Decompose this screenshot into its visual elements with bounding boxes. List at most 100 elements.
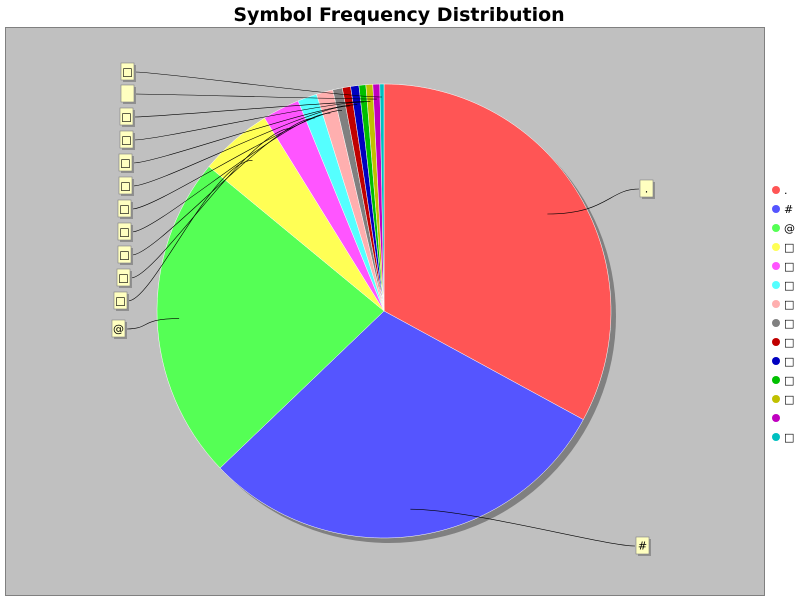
legend-item-12[interactable] — [772, 414, 780, 422]
slice-label-text-3: □ — [115, 295, 125, 308]
pie-slice-1[interactable] — [219, 310, 584, 539]
legend-label-1: # — [784, 203, 793, 216]
legend-swatch-3 — [772, 243, 780, 251]
legend-swatch-0 — [772, 186, 780, 194]
label-connector-4 — [130, 128, 291, 279]
legend-swatch-8 — [772, 338, 780, 346]
slice-label-9: □ — [118, 153, 134, 173]
chart-title: Symbol Frequency Distribution — [233, 4, 564, 26]
legend-item-1[interactable]: # — [772, 203, 793, 216]
label-connector-11 — [133, 101, 371, 118]
slice-label-box-9 — [118, 153, 133, 172]
label-connector-9 — [132, 104, 358, 164]
slice-label-5: □ — [117, 245, 133, 265]
legend-item-11[interactable]: □ — [772, 393, 794, 406]
legend-swatch-9 — [772, 357, 780, 365]
legend-item-7[interactable]: □ — [772, 317, 794, 330]
slice-label-4: □ — [116, 268, 132, 288]
legend-swatch-10 — [772, 376, 780, 384]
legend-item-9[interactable]: □ — [772, 355, 794, 368]
legend-label-8: □ — [784, 336, 794, 349]
slice-label-2: @ — [111, 319, 127, 339]
slice-label-text-7: □ — [119, 203, 129, 216]
label-connector-12 — [134, 93, 377, 100]
legend-swatch-6 — [772, 300, 780, 308]
label-connector-1 — [410, 508, 636, 547]
legend-item-10[interactable]: □ — [772, 374, 794, 387]
slice-label-text-5: □ — [119, 249, 129, 262]
legend-item-3[interactable]: □ — [772, 241, 794, 254]
legend-label-4: □ — [784, 260, 794, 273]
slice-label-8: □ — [118, 176, 134, 196]
slice-label-text-10: □ — [121, 134, 131, 147]
slice-label-text-1: # — [638, 540, 647, 553]
slice-label-box-11 — [119, 107, 134, 126]
legend-item-4[interactable]: □ — [772, 260, 794, 273]
legend-label-6: □ — [784, 298, 794, 311]
slice-label-text-11: □ — [121, 111, 131, 124]
legend-label-5: □ — [784, 279, 794, 292]
legend-item-5[interactable]: □ — [772, 279, 794, 292]
slice-label-box-2 — [111, 319, 126, 338]
legend-label-9: □ — [784, 355, 794, 368]
legend-swatch-5 — [772, 281, 780, 289]
slice-label-text-9: □ — [120, 157, 130, 170]
slice-label-box-0 — [639, 179, 654, 198]
legend-label-10: □ — [784, 374, 794, 387]
legend-label-7: □ — [784, 317, 794, 330]
legend-label-0: . — [784, 184, 788, 197]
slice-label-6: □ — [117, 222, 133, 242]
legend-label-13: □ — [784, 431, 794, 444]
legend-swatch-4 — [772, 262, 780, 270]
legend-label-3: □ — [784, 241, 794, 254]
slice-label-box-4 — [116, 268, 131, 287]
slice-label-box-5 — [117, 245, 132, 264]
slice-label-7: □ — [117, 199, 133, 219]
slice-label-10: □ — [119, 130, 135, 150]
slice-label-text-8: □ — [120, 180, 130, 193]
label-connector-6 — [131, 112, 331, 233]
slice-label-text-0: . — [645, 183, 649, 196]
slice-label-box-1 — [635, 536, 650, 555]
legend-item-8[interactable]: □ — [772, 336, 794, 349]
label-connector-13 — [134, 71, 383, 98]
pie-slice-0[interactable] — [383, 83, 612, 420]
legend-swatch-12 — [772, 414, 780, 422]
label-connector-8 — [132, 105, 350, 187]
label-connector-5 — [131, 117, 315, 256]
pie-slice-2[interactable] — [156, 166, 385, 469]
slice-label-box-7 — [117, 199, 132, 218]
legend-swatch-2 — [772, 224, 780, 232]
label-connector-0 — [547, 188, 640, 215]
label-connector-7 — [131, 110, 343, 210]
label-connector-2 — [125, 318, 180, 330]
slice-label-text-2: @ — [113, 323, 124, 336]
slice-label-box-3 — [113, 291, 128, 310]
legend-label-11: □ — [784, 393, 794, 406]
slice-label-box-8 — [118, 176, 133, 195]
slice-label-12 — [120, 84, 136, 104]
slice-label-box-10 — [119, 130, 134, 149]
slice-label-box-13 — [120, 62, 135, 81]
legend-swatch-7 — [772, 319, 780, 327]
slice-label-text-4: □ — [118, 272, 128, 285]
pie-slices — [156, 83, 612, 539]
slice-label-13: □ — [120, 62, 136, 82]
slice-label-text-6: □ — [119, 226, 129, 239]
legend-item-6[interactable]: □ — [772, 298, 794, 311]
slice-label-text-13: □ — [122, 66, 132, 79]
slice-label-box-12 — [120, 84, 135, 103]
legend-item-13[interactable]: □ — [772, 431, 794, 444]
legend: . # @ □ □ □ □ □ □ □ □ □ □ — [772, 184, 795, 444]
legend-item-0[interactable]: . — [772, 184, 788, 197]
slice-label-11: □ — [119, 107, 135, 127]
legend-item-2[interactable]: @ — [772, 222, 795, 235]
legend-swatch-11 — [772, 395, 780, 403]
slice-label-3: □ — [113, 291, 129, 311]
slice-labels: . # @ □ □ □ □ □ □ □ □ □ □ — [111, 62, 655, 556]
slice-label-box-6 — [117, 222, 132, 241]
slice-label-1: # — [635, 536, 651, 556]
pie-slice-13[interactable] — [379, 83, 385, 312]
label-connectors — [125, 71, 640, 547]
